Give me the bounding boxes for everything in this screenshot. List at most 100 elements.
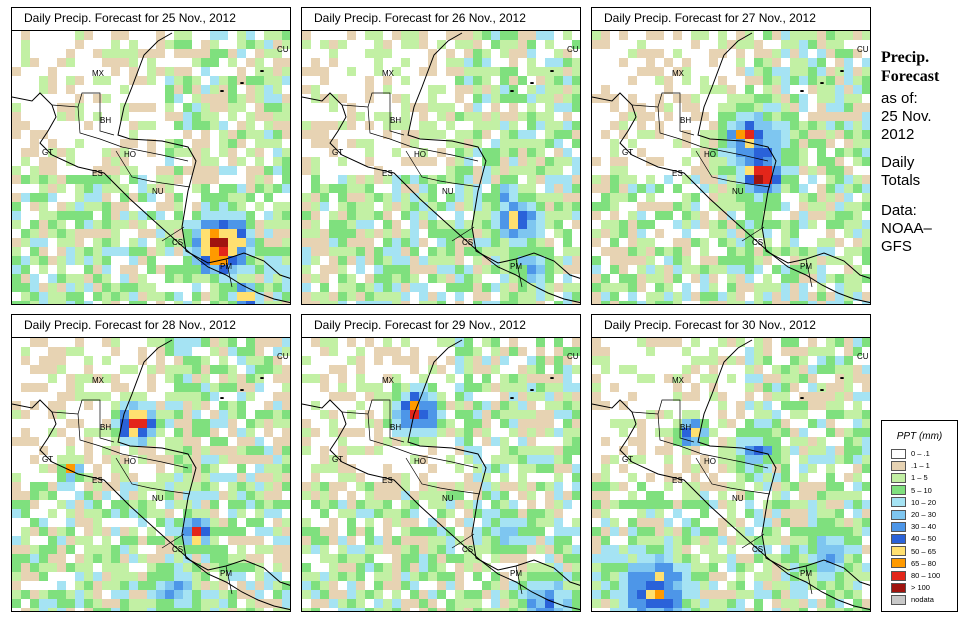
country-label-ho: HO (124, 150, 136, 159)
precip-grid: MX CU BH GT HO ES NU CS PM (592, 338, 870, 611)
island (530, 82, 534, 84)
map-boundary (407, 32, 580, 279)
forecast-panel-3: Daily Precip. Forecast for 27 Nov., 2012… (591, 7, 871, 305)
country-label-cs: CS (172, 545, 183, 554)
island (820, 389, 824, 391)
map-boundary (341, 399, 523, 595)
asof-label: as of: (881, 90, 918, 107)
country-label-mx: MX (92, 69, 105, 78)
legend-swatch (891, 509, 906, 520)
country-label-nu: NU (442, 187, 454, 196)
forecast-panel-5: Daily Precip. Forecast for 29 Nov., 2012… (301, 314, 581, 612)
legend-item: 5 – 10 (891, 485, 932, 496)
island (800, 397, 804, 399)
map-boundary (12, 92, 290, 304)
forecast-panel-2: Daily Precip. Forecast for 26 Nov., 2012… (301, 7, 581, 305)
country-label-nu: NU (152, 494, 164, 503)
country-label-ho: HO (124, 457, 136, 466)
legend-item: 10 – 20 (891, 497, 936, 508)
country-label-mx: MX (382, 69, 395, 78)
country-label-mx: MX (672, 69, 685, 78)
map-boundary (302, 399, 580, 611)
precip-map: MX CU BH GT HO ES NU CS PM (591, 30, 871, 305)
island (550, 70, 554, 72)
legend-label: 30 – 40 (911, 522, 937, 532)
precip-map: MX CU BH GT HO ES NU CS PM (11, 30, 291, 305)
legend-swatch (891, 472, 906, 483)
map-boundary (592, 399, 870, 611)
legend-item: 20 – 30 (891, 509, 936, 520)
totals-label: Totals (881, 172, 921, 189)
precip-map: MX CU BH GT HO ES NU CS PM (591, 337, 871, 612)
precip-grid: MX CU BH GT HO ES NU CS PM (592, 31, 870, 304)
country-label-cs: CS (462, 545, 473, 554)
legend-swatch (891, 570, 906, 581)
legend-label: 40 – 50 (911, 534, 937, 544)
country-label-bh: BH (390, 116, 401, 125)
country-label-cu: CU (857, 45, 869, 54)
country-label-es: ES (382, 476, 393, 485)
country-label-cu: CU (277, 352, 289, 361)
island (260, 70, 264, 72)
country-label-gt: GT (332, 455, 343, 464)
precip-map: MX CU BH GT HO ES NU CS PM (11, 337, 291, 612)
forecast-panel-1: Daily Precip. Forecast for 25 Nov., 2012… (11, 7, 291, 305)
legend-item: > 100 (891, 582, 930, 593)
island (840, 70, 844, 72)
island (550, 377, 554, 379)
legend-item: 80 – 100 (891, 570, 940, 581)
island (530, 389, 534, 391)
legend-swatch (891, 582, 906, 593)
asof-year: 2012 (881, 126, 915, 143)
precip-map: MX CU BH GT HO ES NU CS PM (301, 337, 581, 612)
map-boundary (117, 339, 290, 586)
map-boundary (592, 92, 870, 304)
legend-item: 0 – .1 (891, 448, 930, 459)
legend-label: 65 – 80 (911, 558, 937, 568)
country-label-bh: BH (680, 423, 691, 432)
legend-swatch (891, 521, 906, 532)
country-label-pm: PM (800, 262, 812, 271)
country-label-nu: NU (442, 494, 454, 503)
country-label-mx: MX (92, 376, 105, 385)
data-label: Data: (881, 202, 917, 219)
island (800, 90, 804, 92)
map-boundary (51, 92, 233, 288)
legend-label: 10 – 20 (911, 497, 937, 507)
country-label-cu: CU (567, 352, 579, 361)
panel-title: Daily Precip. Forecast for 29 Nov., 2012 (301, 314, 581, 338)
country-label-cs: CS (752, 545, 763, 554)
country-label-es: ES (672, 476, 683, 485)
country-label-pm: PM (510, 262, 522, 271)
country-label-bh: BH (100, 116, 111, 125)
island (510, 90, 514, 92)
legend-title: PPT (mm) (896, 431, 943, 442)
country-label-nu: NU (732, 187, 744, 196)
precip-map: MX CU BH GT HO ES NU CS PM (301, 30, 581, 305)
legend-label: 1 – 5 (911, 473, 928, 483)
map-boundary (51, 399, 233, 595)
legend-item: 40 – 50 (891, 533, 936, 544)
legend-swatch (891, 485, 906, 496)
legend-label: 5 – 10 (911, 485, 932, 495)
country-label-bh: BH (680, 116, 691, 125)
country-label-cu: CU (857, 352, 869, 361)
country-label-cu: CU (277, 45, 289, 54)
asof-date: 25 Nov. (881, 108, 932, 125)
country-label-es: ES (382, 169, 393, 178)
country-label-gt: GT (622, 455, 633, 464)
legend-item: nodata (891, 594, 934, 605)
country-label-pm: PM (800, 569, 812, 578)
country-label-pm: PM (220, 262, 232, 271)
map-boundary (631, 399, 813, 595)
country-label-ho: HO (704, 457, 716, 466)
country-label-gt: GT (622, 148, 633, 157)
legend-label: > 100 (911, 583, 930, 593)
map-boundary (407, 339, 580, 586)
map-boundary (117, 32, 290, 279)
legend-swatch (891, 533, 906, 544)
title-precip: Precip. (881, 49, 930, 66)
legend-swatch (891, 460, 906, 471)
country-label-nu: NU (152, 187, 164, 196)
precip-grid: MX CU BH GT HO ES NU CS PM (12, 338, 290, 611)
